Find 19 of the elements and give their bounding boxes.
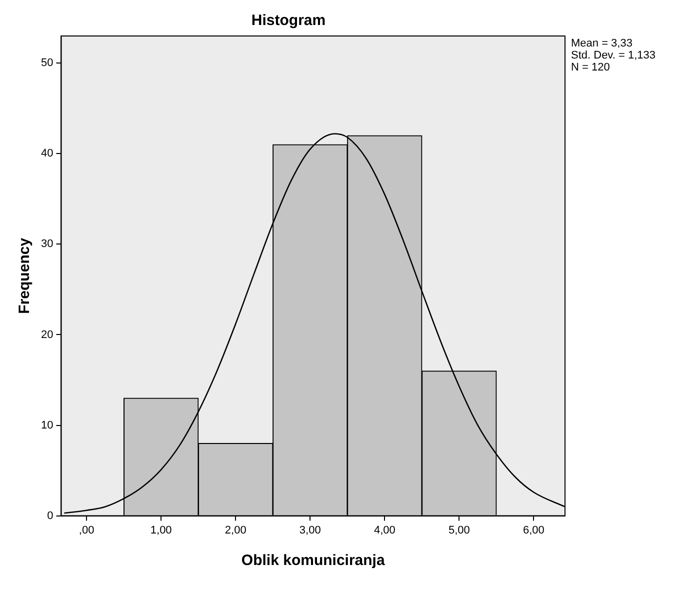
x-tick-label: 5,00 bbox=[448, 524, 470, 536]
chart-title: Histogram bbox=[251, 12, 326, 30]
x-tick-label: 2,00 bbox=[224, 524, 246, 536]
y-tick-label: 50 bbox=[40, 57, 54, 70]
y-tick-label: 0 bbox=[47, 510, 54, 522]
x-tick-label: 4,00 bbox=[374, 524, 396, 536]
y-tick-label: 30 bbox=[40, 238, 54, 250]
text: N = 120 bbox=[571, 62, 610, 74]
y-tick-label: 40 bbox=[40, 148, 54, 160]
y-axis-title: Frequency bbox=[16, 237, 34, 314]
x-axis-title: Oblik komuniciranja bbox=[241, 552, 386, 570]
text: Std. Dev. = 1,133 bbox=[571, 50, 656, 62]
x-tick-label: ,00 bbox=[78, 524, 94, 536]
x-tick-label: 3,00 bbox=[299, 524, 321, 536]
x-tick-label: 6,00 bbox=[522, 524, 544, 536]
y-tick-label: 20 bbox=[40, 328, 54, 341]
text: Mean = 3,33 bbox=[571, 38, 632, 50]
y-tick-label: 10 bbox=[40, 419, 54, 432]
x-tick-label: 1,00 bbox=[150, 524, 172, 536]
